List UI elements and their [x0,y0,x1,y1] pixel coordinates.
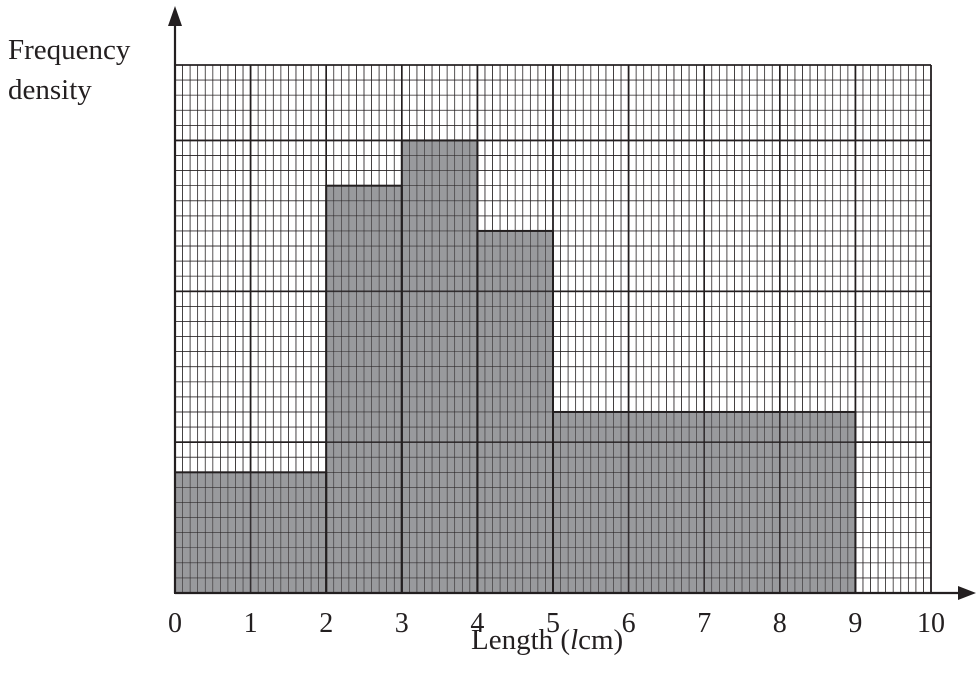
y-axis-arrow-icon [168,6,182,26]
x-tick-label-6: 6 [622,608,636,639]
x-axis-label-variable: l [570,624,579,656]
x-tick-label-5: 5 [546,608,560,639]
x-axis-label-prefix: Length ( [471,624,571,656]
y-axis-label-line-1: Frequency [8,34,131,66]
y-axis-label-line-2: density [8,74,92,106]
x-tick-label-10: 10 [917,608,945,639]
x-tick-label-7: 7 [697,608,711,639]
x-tick-label-4: 4 [470,608,484,639]
x-tick-label-2: 2 [319,608,333,639]
x-tick-label-8: 8 [773,608,787,639]
x-axis-arrow-icon [958,586,976,600]
x-tick-label-9: 9 [848,608,862,639]
x-axis-label-suffix: cm) [578,624,624,656]
y-axis-label: Frequency density [8,30,130,110]
x-axis-label: Length (lcm) [471,624,623,657]
x-tick-label-3: 3 [395,608,409,639]
x-tick-label-1: 1 [244,608,258,639]
x-tick-label-0: 0 [168,608,182,639]
